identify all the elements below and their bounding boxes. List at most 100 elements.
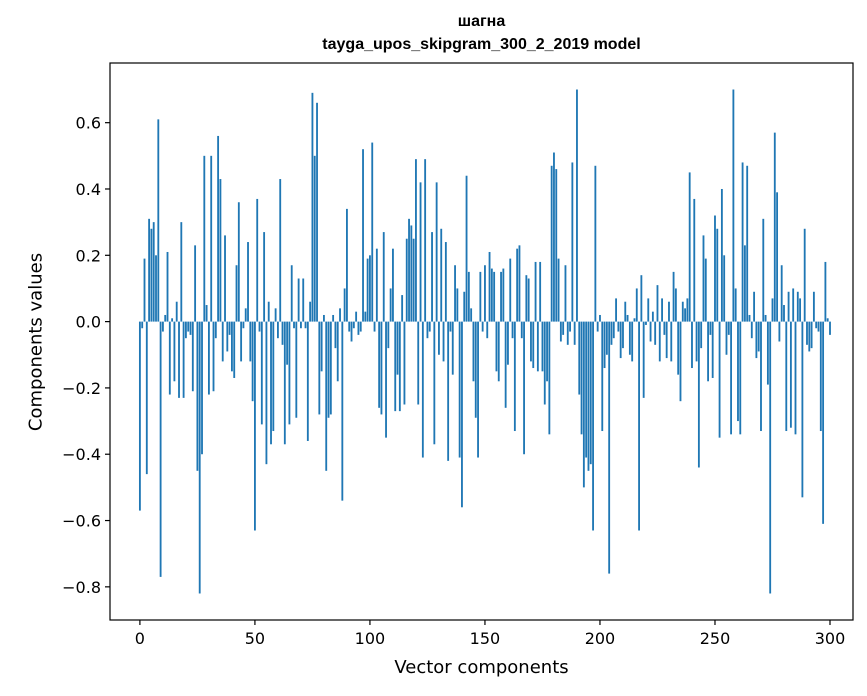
bar <box>332 314 335 322</box>
bar <box>403 321 406 405</box>
bar <box>387 321 390 349</box>
bar <box>380 321 383 415</box>
bar <box>168 321 171 395</box>
bar <box>525 275 528 322</box>
bar <box>254 321 256 531</box>
bar <box>210 155 213 322</box>
bar <box>150 228 153 322</box>
bar <box>313 155 316 322</box>
bar <box>674 288 677 322</box>
bar <box>375 248 378 322</box>
bar <box>251 321 254 402</box>
bar <box>668 301 670 322</box>
bar <box>231 321 233 372</box>
bar <box>408 218 410 322</box>
bar <box>594 165 597 322</box>
bar <box>769 321 772 594</box>
bar <box>806 321 808 345</box>
x-tick-label: 250 <box>700 629 731 648</box>
bar <box>265 321 268 465</box>
bar <box>727 321 730 335</box>
bar <box>789 321 792 428</box>
bar <box>520 321 523 339</box>
bar <box>624 301 627 322</box>
bar <box>638 321 640 531</box>
bar <box>394 321 397 412</box>
bar <box>631 321 634 362</box>
plot-frame <box>109 62 854 621</box>
bar <box>479 271 482 322</box>
bar <box>378 321 381 408</box>
bar <box>396 321 399 375</box>
bar <box>555 169 558 322</box>
bar <box>566 321 569 345</box>
bar <box>530 321 532 362</box>
bar <box>672 271 675 322</box>
bar <box>389 288 392 322</box>
bar <box>743 245 746 322</box>
bar <box>175 301 178 322</box>
x-tick-label: 200 <box>585 629 616 648</box>
bar <box>658 321 661 362</box>
bar <box>785 321 788 432</box>
bar <box>746 165 749 322</box>
bar <box>194 245 197 322</box>
bar <box>822 321 825 524</box>
bar <box>141 321 144 329</box>
bar <box>279 179 282 322</box>
bar <box>191 321 194 392</box>
bar <box>766 321 769 385</box>
bar <box>318 321 321 415</box>
bar <box>495 321 498 372</box>
bar <box>415 159 417 322</box>
bar <box>277 321 279 339</box>
x-tick-label: 100 <box>355 629 386 648</box>
bar <box>532 321 535 369</box>
bar <box>546 321 548 382</box>
bar <box>670 321 673 362</box>
bar <box>557 258 560 322</box>
chart-title-line-1: шагна <box>457 13 506 30</box>
bar <box>649 321 652 342</box>
bar <box>401 295 404 322</box>
bar <box>778 321 781 342</box>
bar <box>684 308 686 322</box>
bar <box>272 321 275 432</box>
bar <box>336 321 339 382</box>
bar <box>233 321 236 378</box>
bar <box>288 321 291 425</box>
bar <box>587 321 590 471</box>
bar <box>654 321 657 345</box>
bar <box>352 321 355 329</box>
bar <box>553 152 555 322</box>
bar <box>214 321 217 339</box>
bar <box>456 288 459 322</box>
bar <box>334 321 337 349</box>
bar <box>157 119 160 322</box>
y-tick-label: −0.8 <box>62 578 101 597</box>
bar <box>605 321 608 355</box>
bar <box>205 305 208 322</box>
bar <box>306 321 309 441</box>
y-axis-label: Components values <box>25 252 47 432</box>
bar <box>260 321 263 425</box>
bar <box>467 271 470 322</box>
bar <box>608 321 611 574</box>
bar <box>665 321 668 359</box>
bar <box>656 285 659 322</box>
bar <box>527 278 530 322</box>
bar <box>610 321 613 345</box>
bar <box>488 251 491 322</box>
bar <box>569 321 571 332</box>
bar <box>534 261 537 322</box>
bar <box>219 179 222 322</box>
bar <box>465 175 468 322</box>
bar <box>201 321 203 455</box>
bar <box>663 321 666 335</box>
bar <box>635 288 638 322</box>
bar <box>681 301 684 322</box>
bar <box>359 321 362 332</box>
bar <box>440 228 443 322</box>
